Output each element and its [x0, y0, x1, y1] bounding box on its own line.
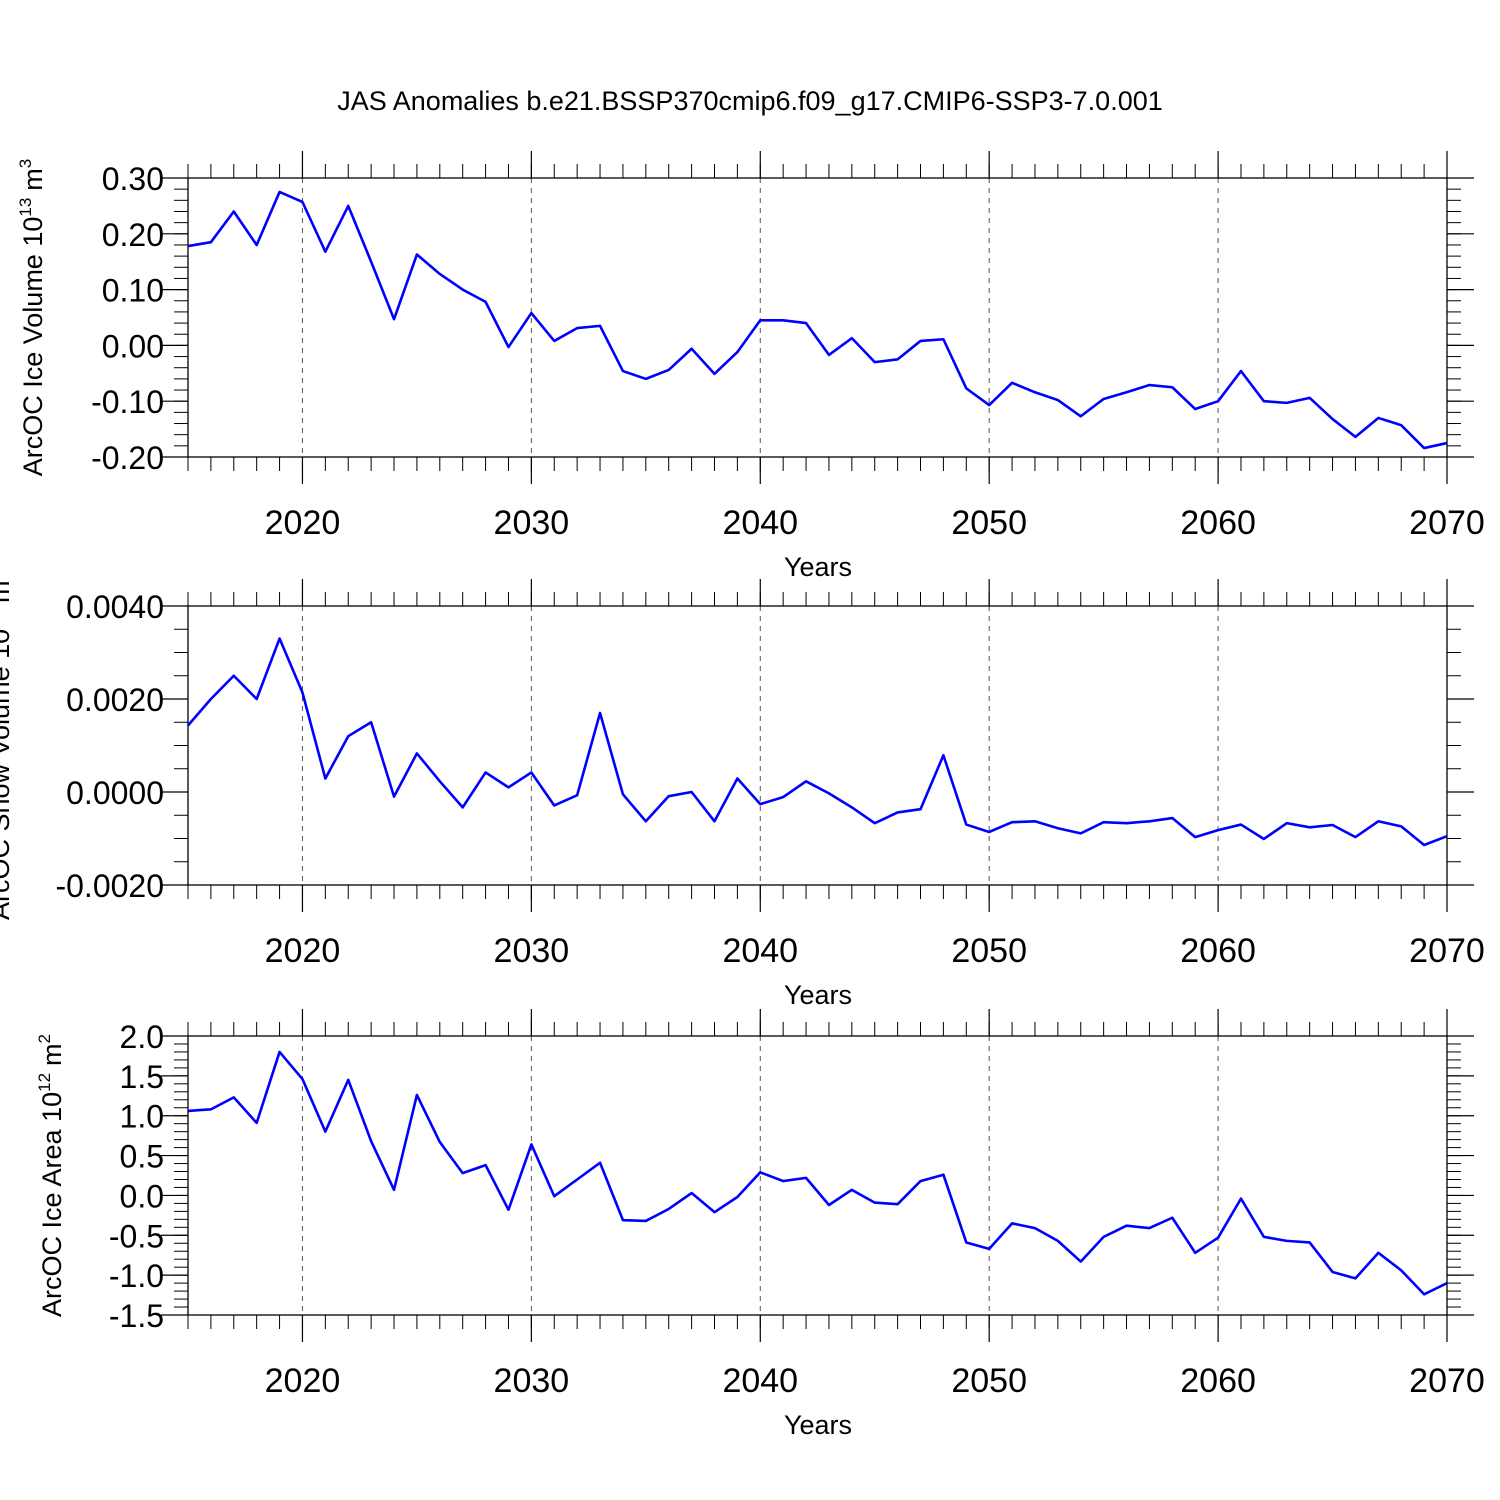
y-tick-label: 0.0020: [66, 682, 164, 718]
y-tick-label: 0.5: [120, 1139, 164, 1175]
x-tick-label: 2020: [265, 932, 341, 970]
panel: 2020 2030 2040 2050 2060 2070 -0.20 -0.10 0.00 0.…: [16, 151, 1485, 582]
y-axis-label: ArcOC Ice Volume 1013 m3: [16, 159, 48, 477]
y-tick-label: 1.5: [120, 1059, 164, 1095]
panel: 2020 2030 2040 2050 2060 2070 -0.0020 0.0000 0.0…: [0, 571, 1485, 1010]
y-axis-label-text: ArcOC Ice Area 10: [37, 1092, 67, 1317]
x-tick-label: 2060: [1180, 1362, 1256, 1400]
x-tick-label: 2060: [1180, 504, 1256, 542]
y-axis-label-text: ArcOC Ice Volume 10: [18, 217, 48, 477]
x-tick-label: 2030: [494, 932, 570, 970]
x-axis-label: Years: [784, 1410, 852, 1440]
y-axis-label-unit-exponent: 3: [16, 159, 35, 168]
y-tick-label: 0.0040: [66, 589, 164, 625]
x-tick-label: 2030: [494, 1362, 570, 1400]
y-axis-label: ArcOC Ice Area 1012 m2: [35, 1034, 67, 1317]
x-tick-label: 2060: [1180, 932, 1256, 970]
y-axis-label: ArcOC Snow Volume 1013 m3: [0, 571, 15, 920]
x-tick-label: 2020: [265, 1362, 341, 1400]
y-axis-label-exponent: 13: [0, 610, 2, 629]
data-line: [187, 190, 1448, 450]
x-tick-label: 2030: [494, 504, 570, 542]
plot-frame: [187, 177, 1448, 458]
figure-title: JAS Anomalies b.e21.BSSP370cmip6.f09_g17…: [337, 86, 1163, 116]
y-tick-label: 0.00: [102, 328, 164, 364]
data-line: [187, 1050, 1448, 1296]
y-tick-label: -1.0: [109, 1258, 164, 1294]
y-axis-label-unit-exponent: 2: [35, 1034, 54, 1043]
x-tick-label: 2070: [1409, 1362, 1485, 1400]
y-axis-label-unit-exponent: 3: [0, 571, 2, 580]
y-tick-label: -1.5: [109, 1298, 164, 1334]
x-tick-label: 2050: [951, 932, 1027, 970]
y-axis-label-text: ArcOC Snow Volume 10: [0, 629, 15, 920]
plot-frame: [187, 1035, 1448, 1316]
x-axis-label: Years: [784, 980, 852, 1010]
data-line: [187, 637, 1448, 847]
x-tick-label: 2070: [1409, 504, 1485, 542]
x-tick-label: 2040: [722, 504, 798, 542]
x-tick-label: 2040: [722, 1362, 798, 1400]
y-tick-label: 0.30: [102, 161, 164, 197]
x-axis-label: Years: [784, 552, 852, 582]
y-axis-label-exponent: 12: [35, 1073, 54, 1092]
y-tick-label: -0.5: [109, 1218, 164, 1254]
x-tick-label: 2050: [951, 1362, 1027, 1400]
y-tick-label: -0.20: [91, 440, 164, 476]
y-axis-label-unit: m: [18, 168, 48, 191]
x-tick-label: 2040: [722, 932, 798, 970]
panel: 2020 2030 2040 2050 2060 2070 -1.5 -1.0 -0.5 0.00…: [35, 1009, 1485, 1440]
x-tick-label: 2020: [265, 504, 341, 542]
y-axis-label-unit: m: [37, 1043, 67, 1066]
y-tick-label: 0.10: [102, 273, 164, 309]
x-tick-label: 2050: [951, 504, 1027, 542]
plot-frame: [187, 605, 1448, 886]
y-tick-label: 1.0: [120, 1099, 164, 1135]
y-tick-label: 0.0: [120, 1178, 164, 1214]
y-axis-label-unit: m: [0, 580, 15, 603]
y-tick-label: 0.0000: [66, 775, 164, 811]
x-tick-label: 2070: [1409, 932, 1485, 970]
y-tick-label: 0.20: [102, 217, 164, 253]
y-axis-label-exponent: 13: [16, 198, 35, 217]
y-tick-label: -0.0020: [55, 868, 164, 904]
y-tick-label: 2.0: [120, 1019, 164, 1055]
y-tick-label: -0.10: [91, 384, 164, 420]
